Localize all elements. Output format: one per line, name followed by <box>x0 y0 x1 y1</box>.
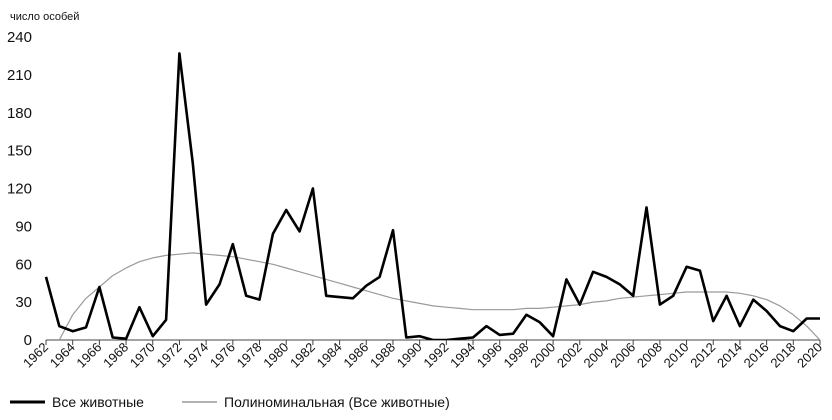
y-tick-label: 180 <box>7 105 32 122</box>
legend-label-polynomial: Полиноминальная (Все животные) <box>224 394 450 410</box>
y-tick-label: 210 <box>7 67 32 84</box>
y-tick-label: 0 <box>24 332 32 349</box>
y-tick-labels: 0 30 60 90 120 150 180 210 240 <box>7 29 32 349</box>
y-tick-label: 240 <box>7 29 32 46</box>
legend: Все животные Полиноминальная (Все животн… <box>10 394 450 410</box>
y-axis-label: число особей <box>10 11 79 23</box>
y-tick-label: 150 <box>7 143 32 160</box>
y-tick-label: 120 <box>7 181 32 198</box>
y-tick-label: 60 <box>15 256 32 273</box>
series-line-all-animals <box>44 52 820 340</box>
series-line-polynomial-trend <box>58 252 821 340</box>
series-layer <box>44 52 821 340</box>
y-tick-label: 90 <box>15 218 32 235</box>
x-tick-labels: 1962196419661968197019721974197619781980… <box>20 340 825 371</box>
y-tick-label: 30 <box>15 294 32 311</box>
legend-label-all-animals: Все животные <box>52 394 144 410</box>
